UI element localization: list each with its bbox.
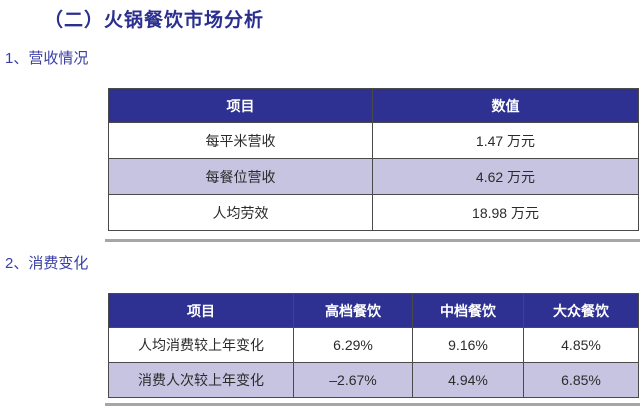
table-row: 人均消费较上年变化 6.29% 9.16% 4.85%: [108, 327, 639, 363]
table-row: 消费人次较上年变化 –2.67% 4.94% 6.85%: [108, 362, 639, 398]
consumption-cell: 9.16%: [412, 327, 524, 363]
revenue-row-value: 4.62 万元: [372, 158, 639, 195]
consumption-table-header-row: 项目 高档餐饮 中档餐饮 大众餐饮: [108, 293, 639, 328]
revenue-header-value: 数值: [372, 88, 639, 123]
revenue-row-label: 人均劳效: [108, 194, 373, 231]
revenue-table-bottom-shadow: [105, 239, 640, 242]
consumption-table: 项目 高档餐饮 中档餐饮 大众餐饮 人均消费较上年变化 6.29% 9.16% …: [108, 293, 639, 398]
consumption-header-midrange: 中档餐饮: [412, 293, 524, 328]
consumption-header-item: 项目: [108, 293, 294, 328]
table-row: 人均劳效 18.98 万元: [108, 194, 639, 231]
revenue-header-item: 项目: [108, 88, 373, 123]
revenue-row-label: 每平米营收: [108, 122, 373, 159]
consumption-cell: 4.94%: [412, 362, 524, 398]
table-row: 每平米营收 1.47 万元: [108, 122, 639, 159]
revenue-table: 项目 数值 每平米营收 1.47 万元 每餐位营收 4.62 万元 人均劳效 1…: [108, 88, 639, 231]
section-2-heading: 2、消费变化: [5, 255, 89, 272]
revenue-row-value: 18.98 万元: [372, 194, 639, 231]
revenue-row-value: 1.47 万元: [372, 122, 639, 159]
table-row: 每餐位营收 4.62 万元: [108, 158, 639, 195]
consumption-cell: 6.29%: [293, 327, 413, 363]
consumption-row-label: 人均消费较上年变化: [108, 327, 294, 363]
consumption-row-label: 消费人次较上年变化: [108, 362, 294, 398]
consumption-header-mass: 大众餐饮: [523, 293, 639, 328]
page-title: （二）火锅餐饮市场分析: [44, 10, 265, 31]
consumption-cell: 6.85%: [523, 362, 639, 398]
revenue-row-label: 每餐位营收: [108, 158, 373, 195]
consumption-table-bottom-shadow: [105, 403, 640, 406]
consumption-cell: 4.85%: [523, 327, 639, 363]
revenue-table-header-row: 项目 数值: [108, 88, 639, 123]
consumption-header-highend: 高档餐饮: [293, 293, 413, 328]
consumption-cell: –2.67%: [293, 362, 413, 398]
section-1-heading: 1、营收情况: [5, 50, 89, 67]
